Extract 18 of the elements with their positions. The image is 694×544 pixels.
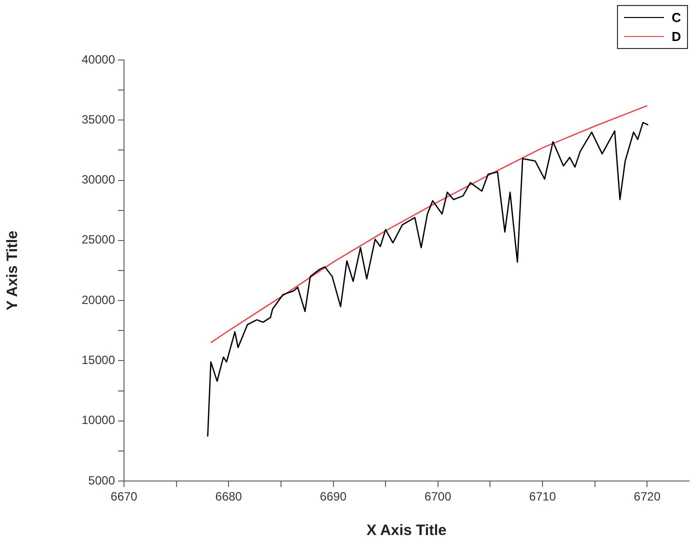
x-tick-label: 6710 [529, 490, 556, 504]
x-tick-label: 6680 [215, 490, 242, 504]
y-tick-label: 35000 [82, 112, 116, 126]
x-tick-label: 6720 [634, 490, 661, 504]
y-tick-label: 15000 [82, 353, 116, 368]
y-tick-label: 25000 [82, 232, 116, 247]
x-tick-label: 6670 [110, 490, 138, 504]
legend-label: D [672, 29, 681, 44]
y-tick-label: 10000 [82, 413, 116, 428]
x-axis-title: X Axis Title [366, 522, 447, 540]
y-tick-label: 40000 [82, 52, 116, 66]
y-tick-label: 30000 [82, 172, 116, 187]
y-tick-label: 5000 [88, 473, 116, 488]
x-tick-label: 6690 [320, 490, 347, 504]
y-axis-title: Y Axis Title [4, 230, 22, 310]
y-tick-label: 20000 [82, 292, 116, 307]
x-tick-label: 6700 [424, 490, 452, 504]
legend-label: C [672, 10, 681, 25]
